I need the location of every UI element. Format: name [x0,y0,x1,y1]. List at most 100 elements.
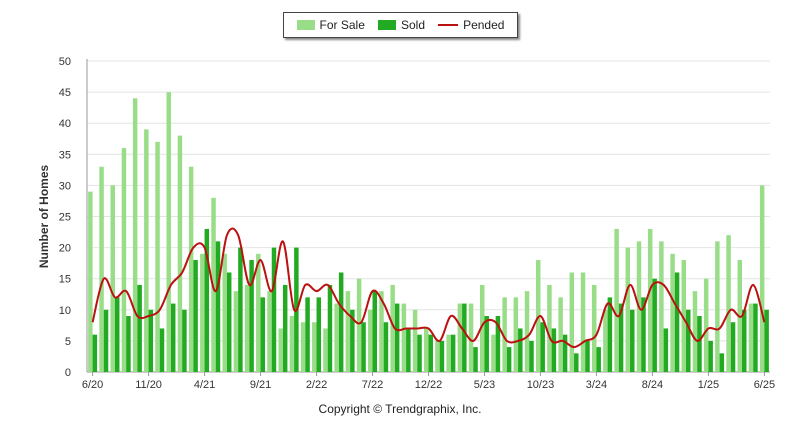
bar-sold[interactable] [641,297,646,372]
bar-for-sale[interactable] [547,284,552,372]
bar-sold[interactable] [271,247,277,372]
bar-sold[interactable] [708,340,713,372]
bar-sold[interactable] [126,316,131,372]
bar-sold[interactable] [618,303,624,372]
bar-for-sale[interactable] [457,303,463,372]
bar-for-sale[interactable] [132,98,138,372]
bar-for-sale[interactable] [323,328,328,372]
bar-sold[interactable] [551,328,557,372]
legend-item-for-sale[interactable]: For Sale [296,18,365,32]
bar-sold[interactable] [182,309,187,372]
bar-sold[interactable] [92,334,98,372]
bar-for-sale[interactable] [446,334,451,372]
bar-for-sale[interactable] [278,328,283,372]
bar-sold[interactable] [742,309,747,372]
bar-for-sale[interactable] [424,328,429,372]
bar-sold[interactable] [652,278,657,372]
bar-sold[interactable] [114,297,120,372]
bar-sold[interactable] [697,316,702,372]
bar-sold[interactable] [137,284,142,372]
bar-sold[interactable] [719,353,725,372]
bar-sold[interactable] [529,340,534,372]
bar-for-sale[interactable] [144,129,149,372]
bar-sold[interactable] [417,334,422,372]
legend-item-sold[interactable]: Sold [377,18,425,32]
bar-for-sale[interactable] [692,291,698,372]
bar-sold[interactable] [540,322,545,372]
bar-for-sale[interactable] [580,272,586,372]
bar-for-sale[interactable] [368,309,373,372]
bar-sold[interactable] [450,334,456,372]
bar-for-sale[interactable] [513,297,519,372]
bar-for-sale[interactable] [379,291,384,372]
bar-for-sale[interactable] [244,284,250,372]
bar-for-sale[interactable] [188,166,194,372]
bar-sold[interactable] [305,297,310,372]
bar-for-sale[interactable] [502,297,507,372]
bar-sold[interactable] [226,272,232,372]
bar-for-sale[interactable] [289,316,295,372]
bar-for-sale[interactable] [569,272,575,372]
bar-sold[interactable] [484,316,489,372]
bar-for-sale[interactable] [491,334,496,372]
bar-sold[interactable] [282,284,288,372]
bar-sold[interactable] [439,340,445,372]
bar-sold[interactable] [238,247,243,372]
bar-sold[interactable] [585,340,590,372]
bar-for-sale[interactable] [300,322,306,372]
bar-sold[interactable] [193,260,198,372]
bar-sold[interactable] [607,297,613,372]
bar-for-sale[interactable] [591,284,597,372]
bar-sold[interactable] [170,303,176,372]
bar-for-sale[interactable] [748,303,754,372]
bar-for-sale[interactable] [99,166,104,372]
bar-sold[interactable] [204,228,210,372]
bar-sold[interactable] [148,309,154,372]
bar-sold[interactable] [428,334,433,372]
bar-sold[interactable] [473,347,478,372]
bar-sold[interactable] [383,322,389,372]
bar-for-sale[interactable] [334,303,339,372]
bar-for-sale[interactable] [759,185,765,372]
bar-sold[interactable] [260,297,266,372]
bar-for-sale[interactable] [110,185,115,372]
bar-for-sale[interactable] [435,340,440,372]
bar-sold[interactable] [462,303,467,372]
bar-for-sale[interactable] [200,253,205,372]
bar-sold[interactable] [574,353,579,372]
bar-for-sale[interactable] [222,253,227,372]
bar-for-sale[interactable] [155,141,160,372]
bar-for-sale[interactable] [233,291,239,372]
bar-sold[interactable] [361,322,366,372]
bar-sold[interactable] [350,309,355,372]
bar-for-sale[interactable] [659,241,664,372]
bar-sold[interactable] [506,347,512,372]
bar-for-sale[interactable] [468,303,474,372]
bar-sold[interactable] [406,328,411,372]
bar-sold[interactable] [316,297,322,372]
bar-sold[interactable] [630,309,635,372]
bar-sold[interactable] [327,284,333,372]
bar-for-sale[interactable] [670,253,675,372]
bar-sold[interactable] [338,272,344,372]
bar-sold[interactable] [495,316,501,372]
bar-sold[interactable] [764,309,769,372]
bar-for-sale[interactable] [88,191,93,372]
bar-for-sale[interactable] [726,235,731,372]
bar-for-sale[interactable] [412,309,418,372]
bar-for-sale[interactable] [177,135,183,372]
line-pended[interactable] [91,227,766,349]
bar-sold[interactable] [103,309,109,372]
bar-for-sale[interactable] [614,228,619,372]
bar-sold[interactable] [686,309,691,372]
bar-for-sale[interactable] [603,309,608,372]
bar-sold[interactable] [596,347,601,372]
bar-for-sale[interactable] [121,148,127,372]
bar-for-sale[interactable] [625,247,631,372]
bar-for-sale[interactable] [480,284,485,372]
bar-for-sale[interactable] [166,92,171,372]
bar-sold[interactable] [663,328,669,372]
bar-sold[interactable] [753,303,758,372]
bar-sold[interactable] [372,291,377,372]
bar-sold[interactable] [730,322,736,372]
